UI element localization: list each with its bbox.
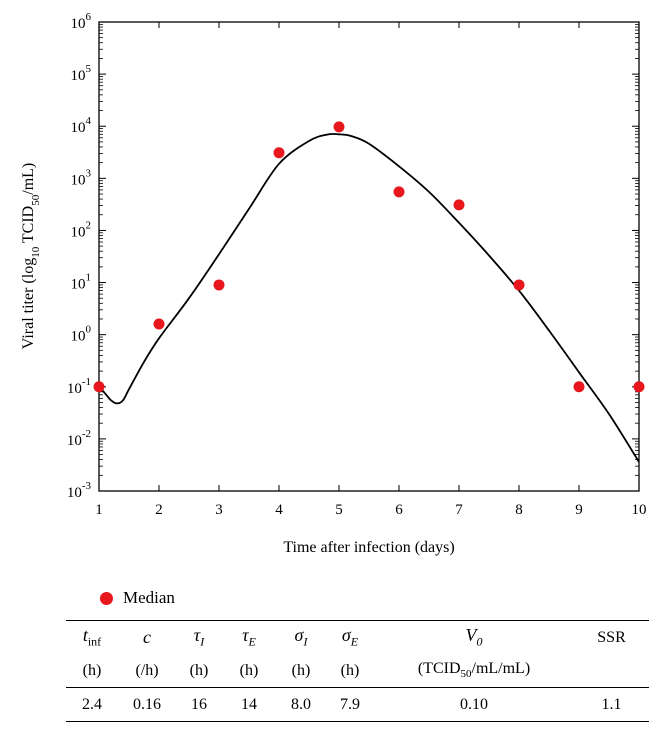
parameter-table: tinf c τI τE σI σE V0 SSR (h) (/h) (h) (… [66,620,649,722]
legend-marker [100,591,113,605]
x-axis-label: Time after infection (days) [283,539,454,556]
y-tick-label: 10-2 [67,428,91,449]
value-cell: 0.10 [374,687,574,722]
x-tick-label: 10 [632,502,647,518]
median-point [333,121,345,133]
y-tick-label: 105 [71,63,92,84]
table-values-row: 2.4 0.16 16 14 8.0 7.9 0.10 1.1 [66,687,649,722]
y-axis-label: Viral titer (log10 TCID50/mL) [20,163,42,350]
unit-cell: (h) [222,654,276,688]
unit-cell: (h) [326,654,374,688]
y-tick-label: 102 [71,219,92,240]
unit-cell: (/h) [118,654,176,688]
y-tick-label: 101 [71,272,92,293]
x-tick-label: 3 [215,502,223,518]
x-tick-label: 1 [95,502,103,518]
legend-label: Median [123,588,175,607]
median-point [453,199,465,211]
x-tick-label: 6 [395,502,403,518]
y-tick-labels: 10-3 10-2 10-1 100 101 102 103 104 105 106 [67,11,92,501]
value-cell: 14 [222,687,276,722]
header-tau-e: τE [222,620,276,654]
median-point [393,186,405,198]
axis-ticks [98,21,640,492]
unit-cell: (h) [176,654,222,688]
x-tick-label: 2 [155,502,163,518]
header-tau-i: τI [176,620,222,654]
value-cell: 0.16 [118,687,176,722]
y-tick-label: 106 [71,11,92,32]
unit-cell: (TCID50/mL/mL) [374,654,574,688]
y-tick-label: 104 [71,115,92,136]
median-point [273,147,285,159]
x-tick-label: 8 [515,502,523,518]
median-point [513,279,525,291]
y-tick-label: 103 [71,167,92,188]
y-tick-label: 100 [71,324,92,345]
unit-cell [574,654,649,688]
value-cell: 1.1 [574,687,649,722]
table-header-row: tinf c τI τE σI σE V0 SSR [66,620,649,654]
value-cell: 7.9 [326,687,374,722]
plot-frame [98,21,640,492]
y-tick-label: 10-1 [67,376,91,397]
header-sigma-e: σE [326,620,374,654]
median-point [633,381,645,393]
x-tick-label: 5 [335,502,343,518]
header-sigma-i: σI [276,620,326,654]
header-ssr: SSR [574,620,649,654]
y-tick-label: 10-3 [67,480,92,501]
median-point [213,279,225,291]
value-cell: 16 [176,687,222,722]
chart: 1 2 3 4 5 6 7 8 9 10 10-310-210-11001011021031041… [20,11,647,556]
header-v0: V0 [374,620,574,654]
x-tick-label: 4 [275,502,283,518]
value-cell: 8.0 [276,687,326,722]
legend: Median [100,588,175,608]
value-cell: 2.4 [66,687,118,722]
unit-cell: (h) [276,654,326,688]
x-tick-labels: 1 2 3 4 5 6 7 8 9 10 [95,502,646,518]
x-tick-label: 7 [455,502,463,518]
table-units-row: (h) (/h) (h) (h) (h) (h) (TCID50/mL/mL) [66,654,649,688]
x-tick-label: 9 [575,502,583,518]
median-point [93,381,105,393]
median-point [573,381,585,393]
unit-cell: (h) [66,654,118,688]
fit-curve [98,133,640,463]
header-t-inf: tinf [66,620,118,654]
header-c: c [118,620,176,654]
median-points [93,121,645,393]
median-point [153,318,165,330]
